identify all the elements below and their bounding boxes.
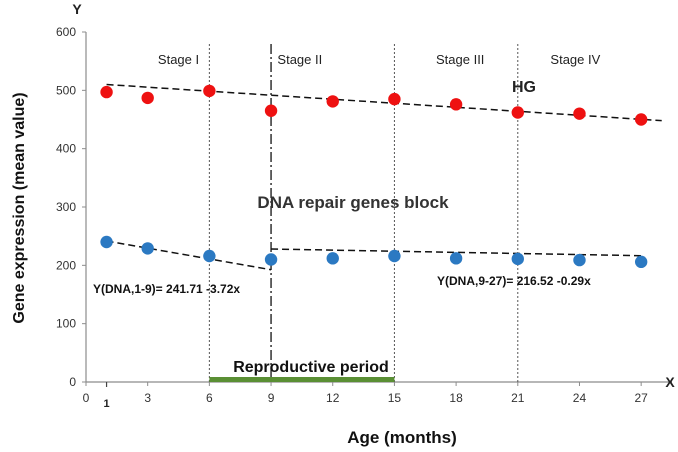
dna-repair-block-label: DNA repair genes block [257,193,449,212]
reproductive-period-bar [209,377,395,382]
x-tick-label: 1 [103,398,109,410]
x-tick-label: 6 [206,391,213,405]
x-tick-labels: 0 3 6 9 12 15 18 21 24 27 1 [83,382,648,410]
data-point [100,235,113,249]
data-point [388,92,401,106]
y-axis-title: Gene expression (mean value) [11,92,28,323]
data-point [203,84,216,98]
data-point [449,98,463,111]
x-tick-label: 3 [144,391,151,405]
x-tick-label: 9 [268,391,275,405]
data-point [141,91,154,105]
stage-label: Stage III [436,52,484,67]
data-point [388,249,401,263]
data-point [100,85,113,99]
y-tick-label: 0 [69,375,76,389]
stage-label: Stage II [277,52,322,67]
data-point [511,252,524,266]
data-point [264,104,278,117]
stage-label: Stage IV [550,52,600,67]
y-tick-label: 300 [56,200,76,214]
x-tick-label: 21 [511,391,525,405]
stage-labels: Stage I Stage II Stage III Stage IV [158,52,601,67]
data-point [449,252,463,265]
x-axis-letter: X [665,374,675,390]
data-points [100,84,648,269]
data-point [634,113,648,126]
data-point [141,242,154,255]
data-point [634,255,648,269]
x-tick-label: 12 [326,391,340,405]
y-axis-letter: Y [72,1,82,17]
reproductive-period-label: Reproductive period [233,359,389,376]
y-tick-label: 100 [56,317,76,331]
x-tick-label: 24 [573,391,587,405]
y-tick-labels: 0 100 200 300 400 500 600 [56,25,86,389]
data-point [573,253,586,267]
x-tick-label: 15 [388,391,402,405]
hg-series-label: HG [512,79,536,96]
stage-label: Stage I [158,52,199,67]
x-tick-label: 27 [634,391,648,405]
data-point [326,252,339,265]
y-tick-label: 200 [56,258,76,272]
data-point [511,106,524,119]
trendline [106,240,272,271]
trend-equation-1-9: Y(DNA,1-9)= 241.71 -3.72x [93,282,240,296]
data-point [326,95,339,108]
y-tick-label: 600 [56,25,76,39]
y-tick-label: 500 [56,83,76,97]
y-tick-label: 400 [56,142,76,156]
x-tick-label: 18 [449,391,463,405]
x-axis-title: Age (months) [347,428,457,447]
trendline [106,83,662,122]
x-tick-label: 0 [83,391,90,405]
trend-equation-9-27: Y(DNA,9-27)= 216.52 -0.29x [437,274,591,288]
data-point [573,107,586,120]
data-point [264,253,278,266]
data-point [203,249,216,263]
